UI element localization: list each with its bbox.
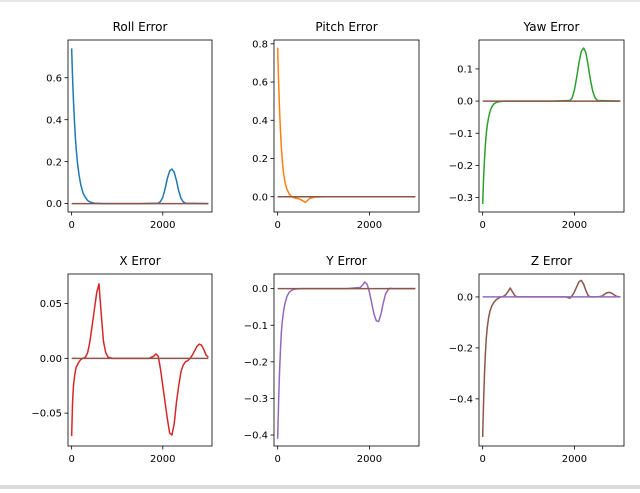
series-line-1-1: [70, 48, 209, 205]
y-tick-label: 0.00: [40, 354, 62, 365]
x-tick-label: 0: [68, 220, 74, 231]
y-tick-label: 0.0: [457, 97, 473, 108]
series-line-2-1: [276, 47, 416, 204]
axes-frame: [273, 273, 420, 447]
y-tick-label: −0.1: [449, 129, 473, 140]
axes-frame: [67, 273, 213, 447]
axes-frame: [478, 39, 625, 213]
subplot-4: 0 2000 −0.05 0.00 0.05 X Error: [31, 254, 213, 465]
x-tick-label: 0: [479, 454, 485, 465]
axes-frame: [67, 39, 213, 213]
x-tick-label: 2000: [150, 220, 175, 231]
y-tick-label: −0.4: [449, 394, 473, 405]
axes-frame: [478, 273, 625, 447]
series-line-3-1: [481, 47, 621, 204]
y-tick-label: −0.3: [244, 394, 268, 405]
y-tick-label: 0.0: [252, 192, 268, 203]
x-tick-label: 2000: [562, 454, 587, 465]
subplot-title: Y Error: [325, 254, 366, 268]
window-bottom-bar: [0, 485, 640, 489]
y-tick-label: −0.2: [244, 357, 268, 368]
y-tick-label: 0.6: [46, 73, 62, 84]
y-tick-label: −0.05: [31, 409, 62, 420]
x-tick-label: 2000: [357, 454, 382, 465]
y-tick-label: 0.2: [252, 154, 268, 165]
subplot-5: 0 2000 −0.4 −0.3 −0.2 −0.1 0.0 Y Error: [244, 254, 420, 465]
x-tick-label: 0: [274, 454, 280, 465]
subplot-title: X Error: [119, 254, 160, 268]
subplot-1: 0 2000 0.0 0.2 0.4 0.6 Roll Error: [46, 20, 213, 231]
subplot-title: Yaw Error: [523, 20, 580, 34]
y-tick-label: 0.0: [46, 199, 62, 210]
y-tick-label: −0.3: [449, 193, 473, 204]
y-tick-label: 0.6: [252, 78, 268, 89]
y-tick-label: 0.4: [252, 116, 268, 127]
x-tick-label: 2000: [357, 220, 382, 231]
y-tick-label: −0.2: [449, 161, 473, 172]
y-tick-label: 0.0: [252, 284, 268, 295]
y-tick-label: −0.1: [244, 321, 268, 332]
series-line-5-1: [276, 281, 416, 439]
x-tick-label: 0: [479, 220, 485, 231]
subplot-title: Z Error: [531, 254, 572, 268]
axes-frame: [273, 39, 420, 213]
subplot-6: 0 2000 −0.4 −0.2 0.0 Z Error: [449, 254, 625, 465]
series-line-4-1: [70, 283, 209, 437]
y-tick-label: 0.4: [46, 115, 62, 126]
subplot-title: Roll Error: [113, 20, 168, 34]
x-tick-label: 0: [274, 220, 280, 231]
subplot-title: Pitch Error: [315, 20, 377, 34]
y-tick-label: 0.05: [40, 299, 62, 310]
subplot-3: 0 2000 −0.3 −0.2 −0.1 0.0 0.1 Yaw Error: [449, 20, 625, 231]
x-tick-label: 0: [68, 454, 74, 465]
y-tick-label: 0.8: [252, 39, 268, 50]
series-line-6-1: [481, 279, 621, 438]
y-tick-label: 0.0: [457, 293, 473, 304]
y-tick-label: 0.1: [457, 65, 473, 76]
y-tick-label: 0.2: [46, 157, 62, 168]
top-rule: [0, 0, 640, 2]
x-tick-label: 2000: [562, 220, 587, 231]
subplot-2: 0 2000 0.0 0.2 0.4 0.6 0.8 Pitch Error: [252, 20, 420, 231]
y-tick-label: −0.4: [244, 431, 268, 442]
y-tick-label: −0.2: [449, 343, 473, 354]
x-tick-label: 2000: [150, 454, 175, 465]
